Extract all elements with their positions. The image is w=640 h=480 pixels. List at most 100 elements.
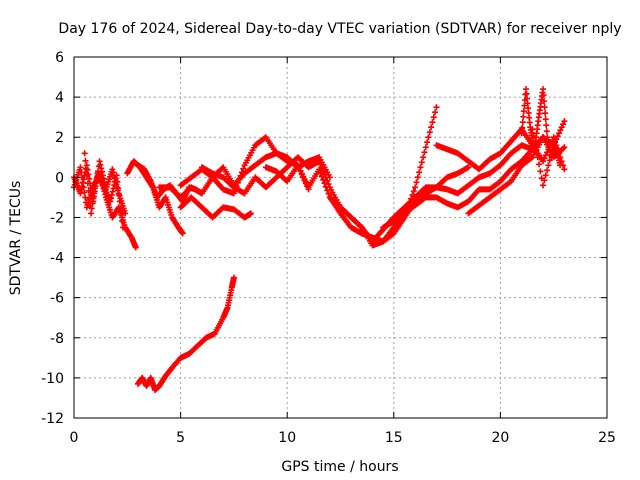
series-sat-c — [81, 150, 127, 231]
data-point — [540, 86, 547, 93]
data-point — [320, 176, 327, 183]
data-point — [179, 230, 186, 237]
data-point — [317, 169, 324, 176]
data-point — [238, 169, 245, 176]
data-point — [88, 210, 95, 217]
series-sat-q — [134, 274, 237, 393]
data-point — [556, 130, 563, 137]
data-point — [432, 109, 439, 116]
data-point — [325, 190, 332, 197]
plot-frame — [73, 56, 608, 419]
data-point — [116, 191, 123, 198]
data-point — [542, 110, 549, 117]
data-point — [421, 149, 428, 156]
data-point — [426, 129, 433, 136]
data-point — [428, 124, 435, 131]
data-point — [542, 172, 549, 179]
data-point — [541, 98, 548, 105]
data-point — [316, 158, 323, 165]
data-point — [92, 180, 99, 187]
data-point — [519, 124, 526, 131]
data-point — [414, 174, 421, 181]
y-tick-label: 2 — [55, 130, 64, 146]
series-sat-p — [529, 126, 557, 189]
data-point — [119, 217, 126, 224]
data-point — [549, 147, 556, 154]
data-point — [554, 133, 561, 140]
data-point — [420, 154, 427, 161]
data-point — [465, 164, 472, 171]
y-tick-label: -6 — [50, 291, 64, 307]
data-point — [536, 161, 543, 168]
x-tick-label: 10 — [278, 430, 296, 446]
x-tick-label: 20 — [491, 430, 509, 446]
data-point — [520, 113, 527, 120]
data-point — [410, 188, 417, 195]
x-tick-label: 15 — [385, 430, 403, 446]
data-point — [424, 139, 431, 146]
y-tick-label: -10 — [41, 371, 64, 387]
y-tick-label: -4 — [50, 251, 64, 267]
y-axis-label: SDTVAR / TECUs — [8, 181, 24, 296]
data-point — [122, 210, 129, 217]
data-point — [230, 190, 237, 197]
data-point — [83, 165, 90, 172]
data-point — [530, 133, 537, 140]
data-point — [236, 176, 243, 183]
data-point — [88, 205, 95, 212]
data-point — [557, 127, 564, 134]
data-point — [561, 144, 568, 151]
y-tick-label: -2 — [50, 210, 64, 226]
data-point — [92, 185, 99, 192]
data-point — [116, 198, 123, 205]
data-point — [84, 172, 91, 179]
data-point — [542, 152, 549, 159]
data-point — [318, 173, 325, 180]
data-point — [430, 114, 437, 121]
data-point — [543, 128, 550, 135]
grid — [74, 57, 607, 418]
y-tick-label: -8 — [50, 331, 64, 347]
data-points — [71, 86, 568, 393]
data-point — [521, 102, 528, 109]
data-point — [416, 169, 423, 176]
data-point — [520, 108, 527, 115]
data-point — [534, 154, 541, 161]
data-point — [418, 159, 425, 166]
data-point — [417, 164, 424, 171]
data-point — [118, 211, 125, 218]
data-point — [321, 180, 328, 187]
data-point — [540, 182, 547, 189]
data-point — [541, 177, 548, 184]
data-point — [544, 167, 551, 174]
data-point — [82, 157, 89, 164]
data-point — [537, 168, 544, 175]
data-point — [413, 179, 420, 186]
data-point — [558, 124, 565, 131]
data-point — [546, 157, 553, 164]
data-point — [240, 165, 247, 172]
y-tick-label: 4 — [55, 90, 64, 106]
y-tick-label: 6 — [55, 50, 64, 66]
data-point — [114, 178, 121, 185]
x-tick-label: 25 — [598, 430, 616, 446]
data-point — [545, 162, 552, 169]
data-point — [425, 134, 432, 141]
data-point — [90, 195, 97, 202]
data-point — [429, 119, 436, 126]
data-point — [553, 136, 560, 143]
data-point — [518, 130, 525, 137]
data-point — [561, 166, 568, 173]
data-point — [132, 244, 139, 251]
data-point — [91, 190, 98, 197]
data-point — [541, 104, 548, 111]
data-point — [519, 119, 526, 126]
data-point — [560, 121, 567, 128]
data-point — [230, 274, 237, 281]
data-point — [422, 144, 429, 151]
data-point — [247, 210, 254, 217]
series-sat-h — [177, 194, 254, 221]
x-tick-label: 0 — [70, 430, 79, 446]
